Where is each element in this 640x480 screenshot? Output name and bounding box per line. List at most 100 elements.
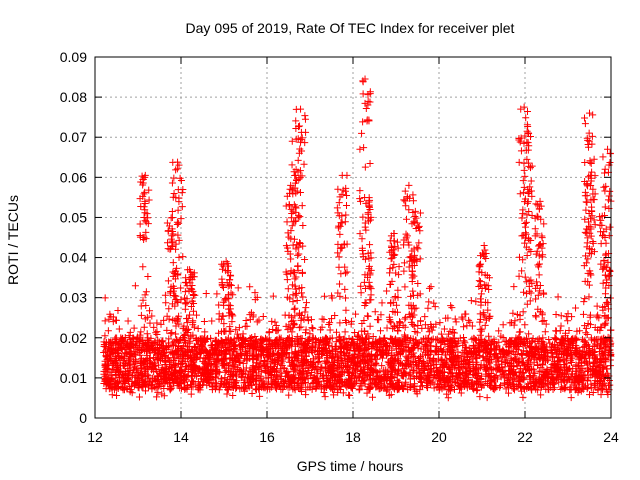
data-point (101, 294, 109, 302)
data-point (154, 388, 162, 396)
data-point (378, 299, 386, 307)
data-point (136, 220, 144, 228)
data-point (522, 223, 530, 231)
data-point (361, 380, 369, 388)
data-point (301, 115, 309, 123)
data-point (296, 188, 304, 196)
data-point (169, 259, 177, 267)
data-point (256, 392, 264, 400)
data-point (175, 236, 183, 244)
data-point (181, 288, 189, 296)
data-point (517, 147, 525, 155)
data-point (518, 214, 526, 222)
data-point (268, 317, 276, 325)
data-point (253, 318, 261, 326)
data-point (366, 322, 374, 330)
data-point (366, 159, 374, 167)
data-point (425, 298, 433, 306)
data-point (522, 114, 530, 122)
data-point (521, 172, 529, 180)
data-point (460, 323, 468, 331)
data-point (219, 283, 227, 291)
data-point (520, 183, 528, 191)
data-point (403, 215, 411, 223)
data-point (137, 203, 145, 211)
data-point (333, 204, 341, 212)
data-point (586, 109, 593, 117)
data-point (294, 156, 302, 164)
data-point (394, 244, 402, 252)
data-point (567, 394, 575, 402)
data-point (336, 280, 344, 288)
data-point (520, 188, 528, 196)
data-point (342, 202, 350, 210)
data-point (589, 111, 597, 119)
data-point (531, 225, 539, 233)
data-point (551, 334, 559, 342)
data-point (587, 380, 595, 388)
data-point (545, 336, 553, 344)
data-point (162, 299, 170, 307)
data-point (342, 306, 350, 314)
data-point (520, 288, 528, 296)
data-point (606, 342, 614, 350)
data-point (540, 290, 548, 298)
data-point (208, 317, 216, 325)
data-point (409, 287, 417, 295)
data-point (361, 223, 369, 231)
data-point (423, 347, 431, 355)
data-point (527, 289, 535, 297)
data-point (302, 299, 310, 307)
data-point (427, 283, 435, 291)
data-point (515, 328, 523, 336)
data-point (518, 350, 526, 358)
data-point (168, 232, 176, 240)
data-point (386, 317, 394, 325)
data-point (141, 387, 149, 395)
data-point (537, 391, 545, 399)
data-point (172, 166, 180, 174)
data-point (103, 353, 111, 361)
data-point (335, 199, 343, 207)
data-point (437, 330, 445, 338)
data-point (425, 284, 433, 292)
data-point (476, 325, 484, 333)
data-point (101, 317, 109, 325)
data-point (224, 282, 232, 290)
data-point (234, 284, 242, 292)
data-point (316, 354, 324, 362)
data-point (337, 270, 345, 278)
data-point (364, 97, 372, 105)
data-point (465, 316, 473, 324)
data-point (485, 332, 493, 340)
data-point (527, 177, 535, 185)
data-point (416, 209, 424, 217)
data-point (202, 289, 210, 297)
data-point (135, 393, 143, 401)
data-point (140, 323, 148, 331)
data-point (520, 166, 528, 174)
data-point (510, 283, 518, 291)
data-point (383, 287, 391, 295)
data-point (476, 310, 484, 318)
data-point (291, 275, 299, 283)
data-point (359, 90, 367, 98)
data-point (460, 334, 468, 342)
data-point (285, 391, 293, 399)
data-point (362, 226, 370, 234)
data-point (170, 190, 178, 198)
data-point (408, 271, 416, 279)
data-point (366, 241, 374, 249)
data-point (342, 294, 350, 302)
data-point (346, 391, 354, 399)
data-point (168, 179, 176, 187)
data-point (172, 330, 180, 338)
data-point (186, 311, 194, 319)
data-point (585, 391, 593, 399)
data-point (248, 390, 256, 398)
data-point (291, 304, 299, 312)
data-point (187, 390, 195, 398)
data-point (153, 319, 161, 327)
data-point (409, 191, 417, 199)
